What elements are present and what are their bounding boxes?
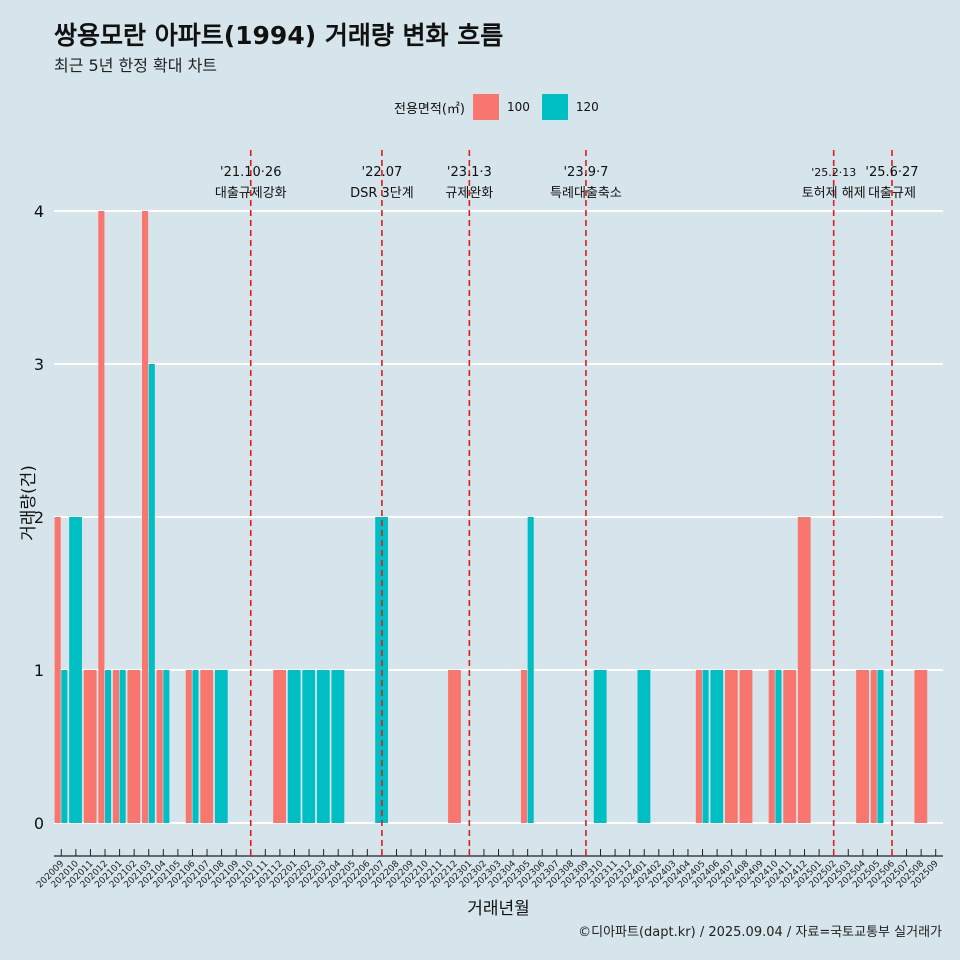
bar-120-202201 — [287, 670, 301, 823]
bar-100-202410 — [768, 670, 775, 823]
bar-100-202411 — [783, 670, 797, 823]
bar-120-202202 — [302, 670, 316, 823]
event-name-label: 규제완화 — [445, 186, 493, 201]
event-date-label: '22.07 — [362, 165, 403, 180]
bar-120-202104 — [163, 670, 170, 823]
event-date-label: '21.10·26 — [220, 165, 281, 180]
legend-swatch-100 — [472, 94, 499, 120]
y-tick-label: 3 — [34, 355, 44, 374]
bar-100-202009 — [54, 517, 61, 823]
bar-100-202012 — [98, 211, 105, 823]
bar-120-202505 — [877, 670, 884, 823]
bar-120-202106 — [192, 670, 199, 823]
bar-100-202412 — [797, 517, 811, 823]
event-name-label: 특례대출축소 — [550, 186, 622, 201]
y-tick-label: 0 — [34, 814, 44, 833]
bar-120-202410 — [775, 670, 782, 823]
bar-120-202203 — [316, 670, 330, 823]
event-name-label: 대출규제강화 — [215, 186, 287, 201]
bar-120-202310 — [593, 670, 607, 823]
bar-120-202009 — [61, 670, 68, 823]
bar-100-202504 — [856, 670, 869, 823]
bar-120-202108 — [214, 670, 228, 823]
legend: 전용면적(㎡) 100 120 — [394, 93, 611, 121]
event-name-label: 대출규제 — [868, 186, 916, 201]
bar-100-202102 — [127, 670, 141, 823]
chart-subtitle: 최근 5년 한정 확대 차트 — [54, 56, 218, 75]
y-tick-label: 1 — [34, 661, 44, 680]
bar-120-202405 — [702, 670, 709, 823]
event-name-label: 토허제 해제 — [802, 186, 866, 201]
bar-100-202103 — [142, 211, 149, 823]
bar-100-202405 — [695, 670, 702, 823]
bar-100-202505 — [870, 670, 877, 823]
event-date-label: '23.9·7 — [563, 165, 608, 180]
bar-100-202508 — [914, 670, 928, 823]
source-caption: ©디아파트(dapt.kr) / 2025.09.04 / 자료=국토교통부 실… — [578, 925, 942, 940]
bar-120-202305 — [527, 517, 534, 823]
bar-120-202103 — [148, 364, 155, 823]
bar-120-202406 — [710, 670, 724, 823]
y-axis-title: 거래량(건) — [19, 465, 39, 541]
bar-100-202212 — [448, 670, 461, 823]
bar-100-202106 — [185, 670, 192, 823]
legend-label-120: 120 — [575, 100, 599, 114]
bar-100-202305 — [520, 670, 528, 823]
bar-120-202010 — [69, 517, 82, 823]
event-date-label: '23.1·3 — [447, 165, 492, 180]
event-date-label: '25.2·13 — [811, 166, 856, 179]
bar-100-202104 — [156, 670, 163, 823]
legend-swatch-120 — [541, 94, 568, 120]
y-tick-label: 2 — [34, 508, 44, 527]
bar-120-202101 — [119, 670, 126, 823]
bar-100-202112 — [273, 670, 286, 823]
bar-120-202012 — [105, 670, 112, 823]
legend-label-100: 100 — [506, 100, 530, 114]
bar-120-202401 — [637, 670, 651, 823]
legend-title: 전용면적(㎡) — [394, 101, 465, 117]
bar-100-202101 — [112, 670, 119, 823]
bar-100-202107 — [200, 670, 214, 823]
bar-100-202407 — [724, 670, 738, 823]
event-date-label: '25.6·27 — [865, 165, 918, 180]
event-name-label: DSR 3단계 — [350, 186, 414, 201]
y-tick-label: 4 — [34, 202, 44, 221]
bar-100-202011 — [83, 670, 97, 823]
chart-title: 쌍용모란 아파트(1994) 거래량 변화 흐름 — [54, 21, 504, 50]
x-axis-title: 거래년월 — [467, 899, 530, 919]
bar-100-202408 — [739, 670, 753, 823]
bar-120-202204 — [331, 670, 345, 823]
